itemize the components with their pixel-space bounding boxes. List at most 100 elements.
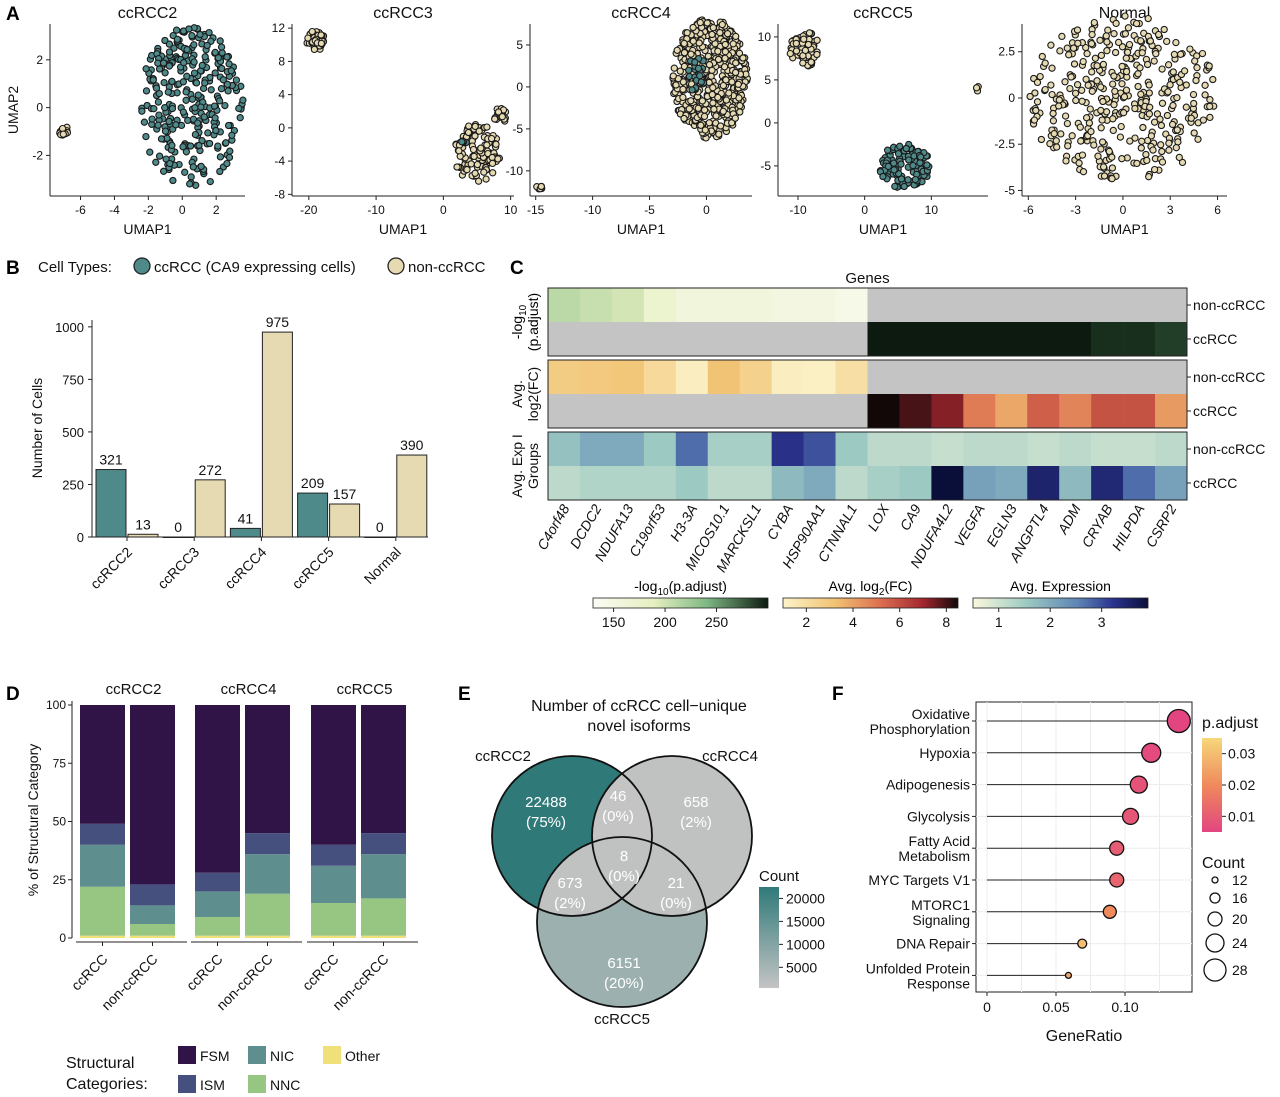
bar-non-ccrcc <box>194 479 226 538</box>
bar-data-label: 272 <box>199 462 223 478</box>
umap-point-non-ccrcc <box>1137 37 1145 45</box>
heatmap-cell <box>803 322 836 357</box>
venn-region-count: 22488 <box>525 794 567 811</box>
umap-point-ccrcc <box>172 121 180 129</box>
umap-point-ccrcc <box>166 159 174 168</box>
umap-point-non-ccrcc <box>1142 150 1150 159</box>
umap-point-non-ccrcc <box>1131 104 1139 113</box>
dot-plot-size-legend-circle <box>1211 876 1219 884</box>
heatmap-cell <box>579 394 613 429</box>
heatmap-cell <box>771 394 804 429</box>
umap-point-non-ccrcc <box>1108 175 1116 183</box>
umap-point-ccrcc <box>923 161 931 169</box>
umap-point-non-ccrcc <box>719 107 727 115</box>
heatmap-gene-label: C4orf48 <box>534 501 573 552</box>
umap-point-non-ccrcc <box>1099 60 1108 69</box>
umap-point-non-ccrcc <box>1139 123 1147 132</box>
umap-point-non-ccrcc <box>1193 64 1201 72</box>
umap-point-non-ccrcc <box>1064 142 1072 150</box>
umap-point-non-ccrcc <box>1078 86 1086 94</box>
umap-point-non-ccrcc <box>1206 96 1214 104</box>
stack-segment-other <box>195 935 240 938</box>
umap-point-non-ccrcc <box>1048 64 1056 72</box>
umap-point-non-ccrcc <box>729 40 737 48</box>
umap-point-non-ccrcc <box>709 24 717 32</box>
umap-point-non-ccrcc <box>482 175 490 183</box>
heatmap-cell <box>1059 394 1092 429</box>
umap-point-non-ccrcc <box>1157 141 1165 149</box>
umap-point-non-ccrcc <box>714 47 722 55</box>
umap-point-non-ccrcc <box>1136 64 1144 72</box>
stack-segment-fsm <box>80 705 125 824</box>
dot-plot-pathway-label: Adipogenesis <box>886 777 970 793</box>
stack-segment-ism <box>80 823 125 845</box>
umap-point-non-ccrcc <box>1109 126 1117 135</box>
heatmap-cell <box>707 466 740 501</box>
umap-point-non-ccrcc <box>487 134 496 143</box>
heatmap-cell <box>1123 288 1156 323</box>
umap-point-non-ccrcc <box>494 155 502 163</box>
heatmap-cell <box>1155 288 1188 323</box>
umap-x-tick-label: 0 <box>440 203 447 217</box>
stack-segment-nnc <box>311 903 356 936</box>
umap-point-ccrcc <box>142 87 151 95</box>
heatmap-cell <box>643 466 677 501</box>
umap-point-non-ccrcc <box>679 78 687 86</box>
umap-point-non-ccrcc <box>1150 118 1159 126</box>
stack-segment-other <box>245 935 290 938</box>
heatmap-legend-title-part2: (p.adjust) <box>669 578 727 594</box>
heatmap-cell <box>643 322 677 357</box>
stack-y-tick-label: 100 <box>46 698 66 712</box>
venn-region-ccrcc2-ccrcc5 <box>537 837 652 916</box>
umap-point-non-ccrcc <box>1076 123 1084 131</box>
umap-point-ccrcc <box>894 150 903 158</box>
umap-point-ccrcc <box>185 25 193 33</box>
heatmap-cell <box>643 432 677 467</box>
heatmap-cell <box>1027 322 1060 357</box>
umap-point-non-ccrcc <box>1206 113 1214 122</box>
umap-point-non-ccrcc <box>1077 137 1085 145</box>
heatmap-title: Genes <box>845 270 889 287</box>
heatmap-cell <box>1123 432 1156 467</box>
umap-point-ccrcc <box>214 54 223 62</box>
heatmap-cell <box>739 360 772 395</box>
umap-point-ccrcc <box>205 139 214 148</box>
umap-point-non-ccrcc <box>1030 116 1039 124</box>
umap-point-non-ccrcc <box>1065 51 1073 59</box>
heatmap-cell <box>899 394 932 429</box>
umap-point-non-ccrcc <box>1118 43 1127 51</box>
umap-point-non-ccrcc <box>463 166 471 174</box>
legend-label-ccrcc: ccRCC (CA9 expressing cells) <box>154 259 356 276</box>
heatmap-cell <box>995 432 1028 467</box>
heatmap-legend-title-sub: 2 <box>879 587 885 598</box>
umap-point-non-ccrcc <box>1209 75 1217 84</box>
heatmap-cell <box>1027 432 1060 467</box>
umap-point-non-ccrcc <box>498 113 506 121</box>
umap-point-non-ccrcc <box>1156 115 1164 123</box>
heatmap-legend-tick-label: 8 <box>942 614 950 630</box>
legend-swatch-non-ccrcc <box>387 257 405 275</box>
heatmap-cell <box>707 288 740 323</box>
venn-legend-tick-label: 20000 <box>786 890 825 906</box>
heatmap-cell <box>548 394 581 429</box>
umap-point-ccrcc <box>161 104 169 112</box>
umap-point-non-ccrcc <box>1169 101 1177 110</box>
umap-point-non-ccrcc <box>1199 116 1208 124</box>
umap-point-ccrcc <box>161 36 169 45</box>
venn-region-percent: (0%) <box>660 895 692 912</box>
umap-point-ccrcc <box>236 114 244 122</box>
umap-point-non-ccrcc <box>804 40 813 49</box>
stack-segment-ism <box>361 833 406 855</box>
dot-plot-pathway-label: MYC Targets V1 <box>868 872 970 888</box>
umap-point-non-ccrcc <box>1058 32 1066 41</box>
umap-point-ccrcc <box>198 61 206 70</box>
umap-point-non-ccrcc <box>480 168 488 176</box>
stack-y-tick-label: 50 <box>53 815 67 829</box>
umap-point-non-ccrcc <box>483 141 491 149</box>
umap-point-non-ccrcc <box>1158 99 1167 107</box>
heatmap-gene-label: CSRP2 <box>1142 501 1179 550</box>
heatmap-cell <box>963 394 996 429</box>
umap-point-non-ccrcc <box>1201 81 1209 89</box>
